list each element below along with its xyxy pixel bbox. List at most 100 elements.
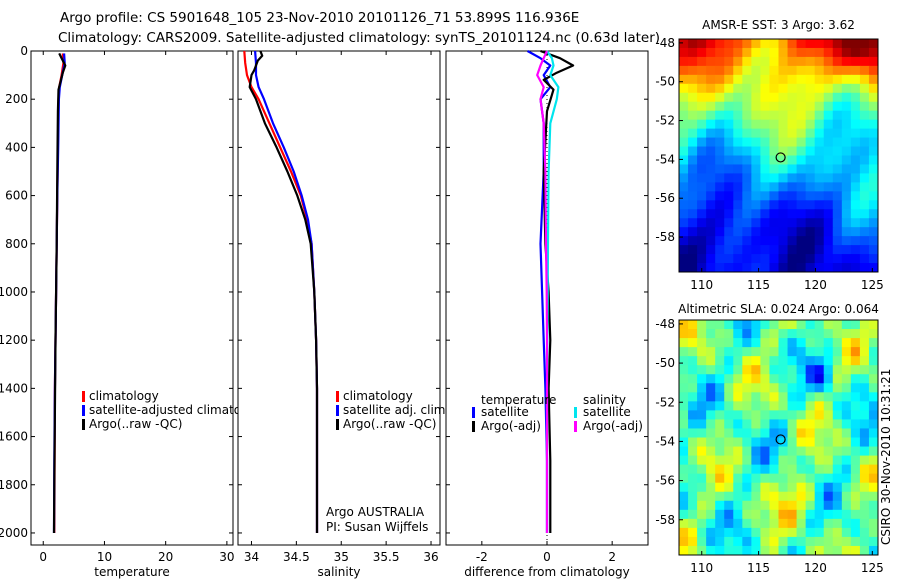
sla_map-cell [868, 536, 878, 547]
sla_map-cell [715, 320, 725, 330]
sst_map-cell [850, 65, 861, 76]
sla_map-cell [751, 320, 762, 330]
sla_map-cell [787, 545, 798, 555]
sst_map-cell [841, 146, 852, 157]
sst_map-cell [841, 92, 852, 103]
sla_map-cell [868, 347, 878, 357]
sla_map-cell [679, 419, 689, 430]
sst_map-cell [841, 119, 852, 130]
sla_map-cell [841, 383, 852, 393]
sst_map-cell [706, 173, 716, 183]
sla_map-cell [778, 383, 789, 393]
sst_map-cell [715, 263, 725, 272]
salinity-axes-box [237, 50, 441, 546]
sst_map-cell [796, 128, 807, 139]
sla_map-cell [832, 428, 843, 439]
sst_map-cell [733, 218, 743, 228]
sla_map-cell [814, 356, 825, 366]
sst_map-cell [679, 263, 689, 272]
sst_map-cell [751, 155, 762, 166]
sst_map-cell [760, 200, 771, 210]
sst_map-ytick-label: -52 [655, 114, 675, 128]
sla_map-cell [760, 356, 771, 366]
sla_map-cell [868, 320, 878, 330]
sla_map-cell [814, 500, 825, 511]
sst_map-cell [688, 254, 698, 264]
sla_map-cell [733, 509, 743, 520]
sst_map-cell [769, 137, 780, 148]
sst_map-cell [850, 56, 861, 67]
sst_map-cell [679, 74, 689, 85]
sst_map-cell [778, 218, 789, 228]
sst_map-cell [688, 110, 698, 121]
depth-tick-label: 1400 [0, 381, 28, 395]
sst_map-cell [715, 182, 725, 192]
sst_map-cell [823, 146, 834, 157]
sla_map-cell [832, 446, 843, 457]
sst_map-cell [697, 83, 707, 94]
sst_map-cell [823, 110, 834, 121]
sst_map-cell [859, 200, 870, 210]
sst_map-cell [751, 92, 762, 103]
sla_map-cell [769, 329, 780, 339]
sst_map-ytick-label: -56 [655, 191, 675, 205]
sla_map-cell [796, 392, 807, 402]
sla_map-cell [679, 446, 689, 457]
sst_map-cell [715, 74, 725, 85]
sla_map-cell [796, 383, 807, 393]
sla_map-cell [778, 491, 789, 502]
sst_map-cell [796, 101, 807, 112]
sst_map-cell [778, 56, 789, 67]
sla_map-cell [778, 428, 789, 439]
sla_map-cell [679, 491, 689, 502]
sla_map-cell [760, 383, 771, 393]
sst_map-cell [841, 56, 852, 67]
sst_map-cell [751, 56, 762, 67]
sla_map-cell [778, 410, 789, 421]
sla_map-cell [706, 518, 716, 529]
sla_map-cell [868, 419, 878, 430]
sla_map-cell [679, 509, 689, 520]
sla_map-cell [679, 518, 689, 529]
sst_map-cell [796, 146, 807, 157]
sla_map-cell [805, 437, 816, 448]
sla_map-cell [796, 446, 807, 457]
sla_map-cell [769, 374, 780, 384]
sst_map-cell [859, 218, 870, 228]
sla_map-cell [805, 482, 816, 493]
sla_map-cell [697, 500, 707, 511]
sla_map-cell [823, 392, 834, 402]
sla_map-cell [859, 446, 870, 457]
sla_map-cell [859, 329, 870, 339]
sst_map-cell [679, 101, 689, 112]
sst_map-cell [733, 74, 743, 85]
sla_map-cell [859, 482, 870, 493]
sla_map-cell [868, 338, 878, 348]
sst_map-cell [841, 209, 852, 219]
sla_map-cell [760, 401, 771, 411]
sla_map-cell [706, 491, 716, 502]
sla_map-cell [769, 365, 780, 375]
sst_map-cell [715, 254, 725, 264]
sst_map-cell [814, 182, 825, 192]
sla_map-cell [850, 320, 861, 330]
sst_map-cell [832, 254, 843, 264]
sst_map-cell [868, 236, 878, 246]
legend-label: satellite adj. clim. [343, 403, 449, 417]
sst_map-cell [760, 110, 771, 121]
sla_map-cell [715, 500, 725, 511]
sst_map-cell [868, 209, 878, 219]
sla_map-cell [832, 419, 843, 430]
sla_map-cell [751, 545, 762, 555]
sla_map-cell [688, 419, 698, 430]
sst_map-cell [850, 155, 861, 166]
sla_map-cell [859, 392, 870, 402]
sla_map-cell [751, 527, 762, 538]
sst_map-cell [778, 245, 789, 255]
sla_map-cell [850, 419, 861, 430]
sst_map-cell [751, 65, 762, 76]
sst_map-cell [859, 173, 870, 183]
sla_map-cell [733, 365, 743, 375]
sst_map-cell [814, 128, 825, 139]
sst_map-cell [832, 200, 843, 210]
